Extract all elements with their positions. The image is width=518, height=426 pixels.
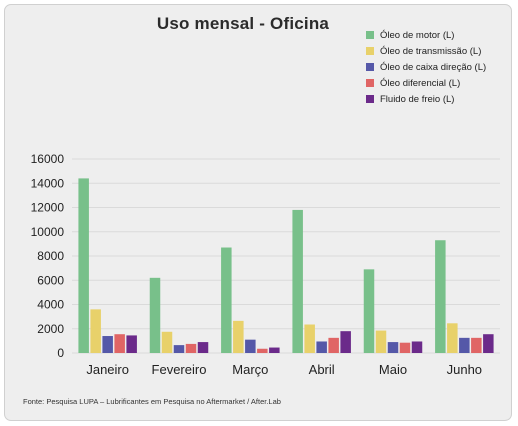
legend-swatch-caixa-direcao xyxy=(366,63,374,71)
grid-lines xyxy=(72,158,500,354)
bar-4-5 xyxy=(399,342,411,353)
y-tick-label: 4000 xyxy=(37,298,64,312)
bars xyxy=(78,178,494,353)
bar-1-5 xyxy=(363,269,375,353)
legend-label-freio: Fluido de freio (L) xyxy=(380,93,455,105)
bar-3-5 xyxy=(387,342,399,353)
bar-5-5 xyxy=(411,341,423,353)
bar-2-1 xyxy=(90,309,101,353)
legend-swatch-motor xyxy=(366,31,374,39)
bar-4-3 xyxy=(257,348,268,353)
bar-2-2 xyxy=(161,331,173,353)
bar-2-5 xyxy=(375,330,387,353)
x-tick-label: Fevereiro xyxy=(152,362,207,377)
legend-item-transmissao: Óleo de transmissão (L) xyxy=(366,43,486,59)
bar-1-3 xyxy=(221,247,232,353)
bar-5-1 xyxy=(126,335,137,353)
bar-3-2 xyxy=(173,345,185,353)
bar-2-6 xyxy=(447,323,458,353)
bar-1-4 xyxy=(292,209,303,353)
bar-3-1 xyxy=(102,336,113,353)
bar-3-3 xyxy=(245,339,256,353)
bar-5-3 xyxy=(269,347,280,353)
bar-4-1 xyxy=(114,334,125,353)
legend-swatch-transmissao xyxy=(366,47,374,55)
legend-label-motor: Óleo de motor (L) xyxy=(380,29,455,41)
bar-4-4 xyxy=(328,337,339,353)
bar-4-6 xyxy=(471,337,482,353)
y-tick-label: 14000 xyxy=(31,176,65,190)
legend-item-freio: Fluido de freio (L) xyxy=(366,91,486,107)
source-note: Fonte: Pesquisa LUPA – Lubrificantes em … xyxy=(23,397,281,406)
y-tick-label: 16000 xyxy=(31,152,65,166)
y-tick-label: 2000 xyxy=(37,322,64,336)
x-tick-label: Janeiro xyxy=(86,362,129,377)
bar-3-4 xyxy=(316,341,327,353)
bar-1-6 xyxy=(435,240,446,353)
bar-5-6 xyxy=(483,334,494,353)
legend-swatch-freio xyxy=(366,95,374,103)
x-tick-label: Maio xyxy=(379,362,407,377)
y-tick-label: 6000 xyxy=(37,273,64,287)
bar-4-2 xyxy=(185,343,197,353)
legend-swatch-diferencial xyxy=(366,79,374,87)
x-tick-label: Março xyxy=(232,362,268,377)
y-axis: 0 2000 4000 6000 8000 10000 12000 14000 16000 xyxy=(31,152,65,360)
bar-2-4 xyxy=(304,324,315,353)
bar-2-3 xyxy=(233,320,244,353)
chart-legend: Óleo de motor (L) Óleo de transmissão (L… xyxy=(366,27,486,107)
y-tick-label: 10000 xyxy=(31,225,65,239)
legend-label-diferencial: Óleo diferencial (L) xyxy=(380,77,461,89)
x-axis: Janeiro Fevereiro Março Abril Maio Junho xyxy=(86,362,482,377)
bar-5-4 xyxy=(340,331,351,353)
y-tick-label: 8000 xyxy=(37,249,64,263)
legend-item-diferencial: Óleo diferencial (L) xyxy=(366,75,486,91)
x-tick-label: Junho xyxy=(447,362,482,377)
y-tick-label: 12000 xyxy=(31,201,65,215)
y-tick-label: 0 xyxy=(57,346,64,360)
legend-item-caixa-direcao: Óleo de caixa direção (L) xyxy=(366,59,486,75)
bar-1-1 xyxy=(78,178,89,353)
chart-title: Uso mensal - Oficina xyxy=(156,14,330,33)
x-tick-label: Abril xyxy=(309,362,335,377)
bar-5-2 xyxy=(197,342,209,353)
legend-label-caixa-direcao: Óleo de caixa direção (L) xyxy=(380,61,487,73)
legend-item-motor: Óleo de motor (L) xyxy=(366,27,486,43)
legend-label-transmissao: Óleo de transmissão (L) xyxy=(380,45,482,57)
bar-3-6 xyxy=(459,337,470,353)
bar-1-2 xyxy=(149,277,161,353)
